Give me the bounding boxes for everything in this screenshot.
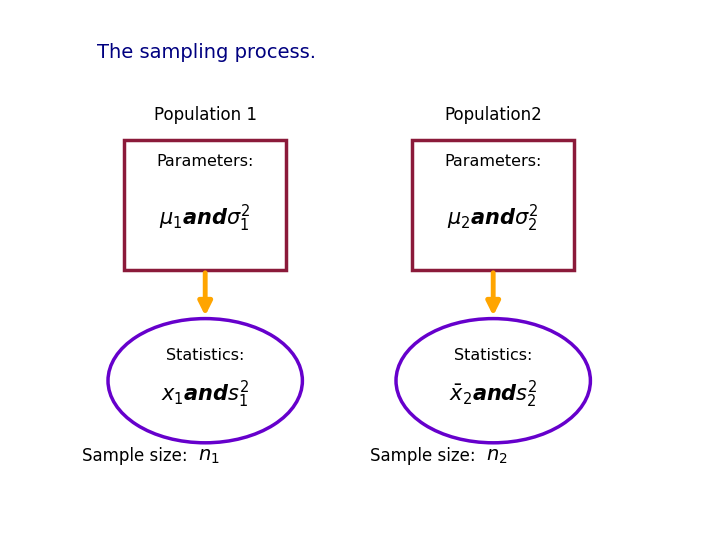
Text: Population2: Population2	[444, 106, 542, 124]
Ellipse shape	[108, 319, 302, 443]
Ellipse shape	[396, 319, 590, 443]
Text: Parameters:: Parameters:	[444, 154, 542, 169]
FancyBboxPatch shape	[412, 140, 575, 270]
Text: $\boldsymbol{n_1}$: $\boldsymbol{n_1}$	[198, 447, 220, 466]
Text: The sampling process.: The sampling process.	[97, 43, 316, 62]
FancyBboxPatch shape	[124, 140, 287, 270]
Text: Sample size:: Sample size:	[82, 447, 198, 465]
Text: $\boldsymbol{\bar{x}_2}\boldsymbol{ands_2^2}$: $\boldsymbol{\bar{x}_2}\boldsymbol{ands_…	[449, 379, 538, 410]
Text: $\boldsymbol{n_2}$: $\boldsymbol{n_2}$	[486, 447, 508, 466]
Text: Statistics:: Statistics:	[166, 348, 244, 363]
Text: Population 1: Population 1	[153, 106, 257, 124]
Text: Parameters:: Parameters:	[156, 154, 254, 169]
Text: Statistics:: Statistics:	[454, 348, 532, 363]
Text: Sample size:: Sample size:	[370, 447, 486, 465]
Text: $\boldsymbol{x_1}\boldsymbol{ands_1^2}$: $\boldsymbol{x_1}\boldsymbol{ands_1^2}$	[161, 379, 249, 410]
Text: $\boldsymbol{\mu_2}\boldsymbol{and}\boldsymbol{\sigma_2^2}$: $\boldsymbol{\mu_2}\boldsymbol{and}\bold…	[448, 203, 539, 234]
Text: $\boldsymbol{\mu_1}\boldsymbol{and}\boldsymbol{\sigma_1^2}$: $\boldsymbol{\mu_1}\boldsymbol{and}\bold…	[160, 203, 251, 234]
